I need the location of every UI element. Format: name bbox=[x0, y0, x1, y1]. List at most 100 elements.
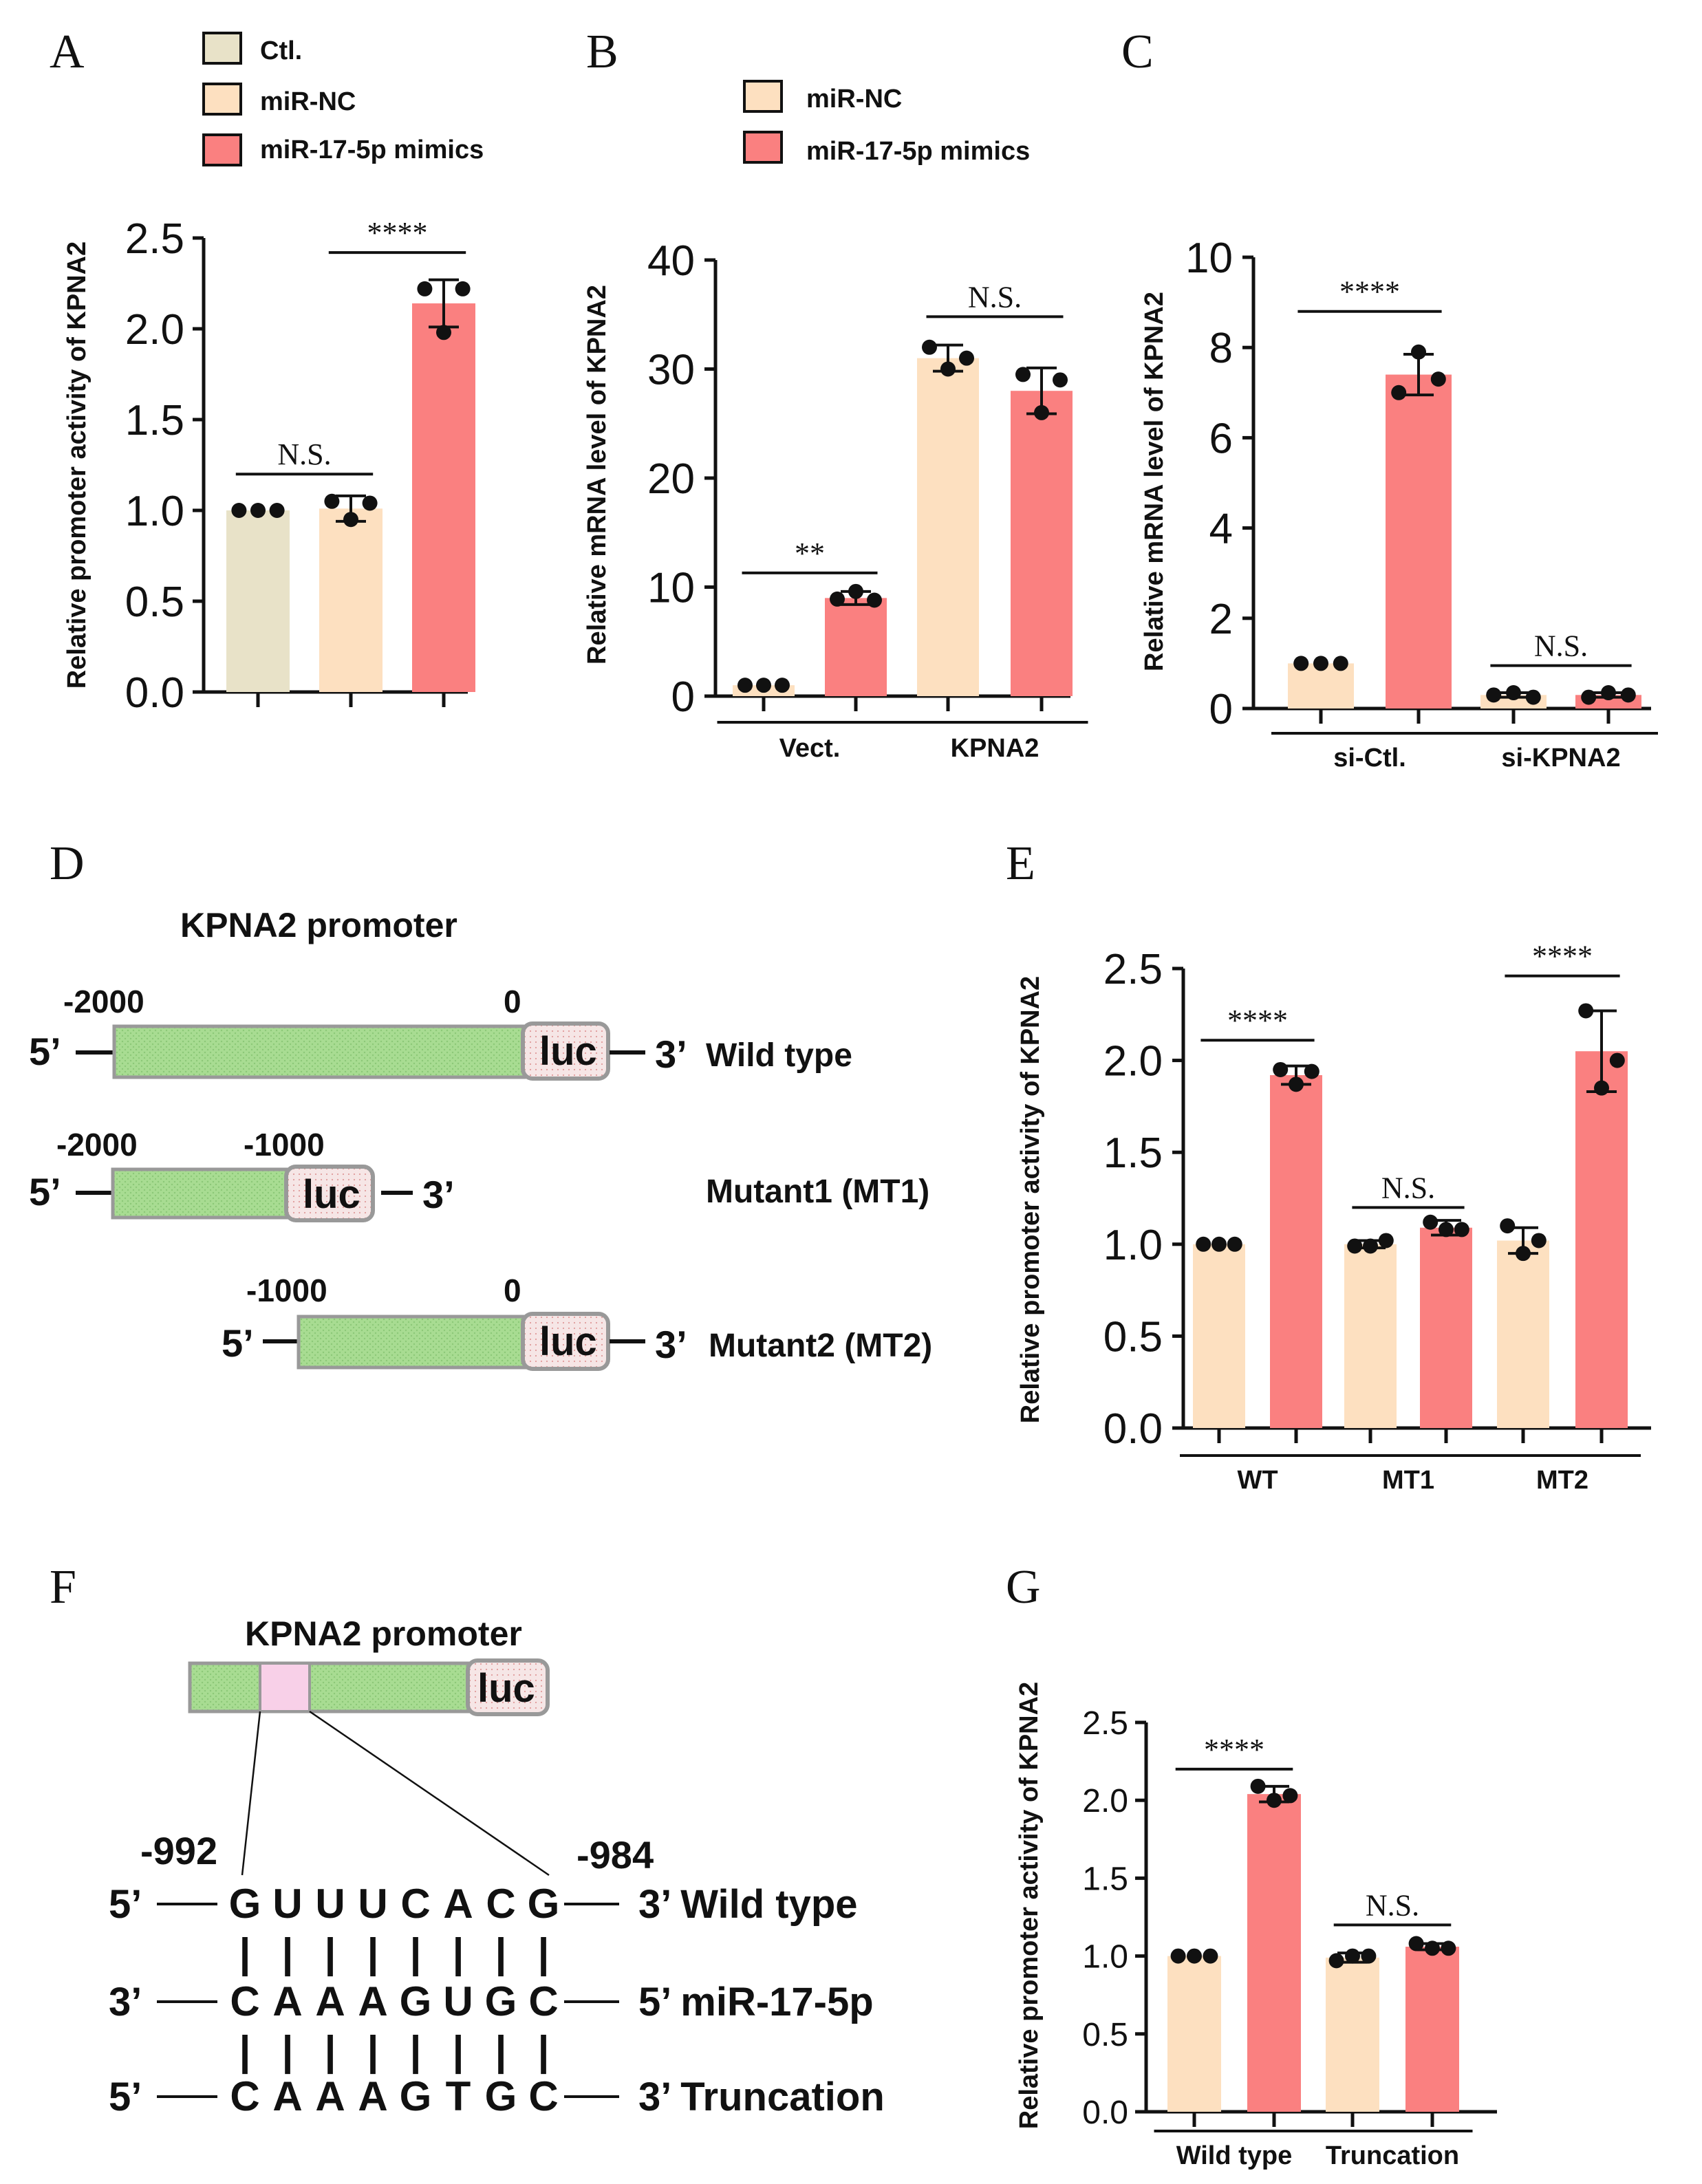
seq-pair-mark: | bbox=[410, 1930, 422, 1977]
f-zoom-line-left bbox=[241, 1711, 261, 1876]
y-tick-label: 0 bbox=[1209, 686, 1233, 733]
wt-construct-name: Wild type bbox=[706, 1037, 852, 1074]
mt1-promoter-box bbox=[111, 1167, 291, 1220]
chart-panel-c: Relative mRNA level of KPNA2 0 2 4 6 8 10 si-Ct… bbox=[1140, 235, 1658, 772]
data-point bbox=[1391, 385, 1407, 400]
data-point bbox=[1333, 656, 1348, 671]
data-point bbox=[1313, 656, 1328, 671]
legend-a-label-mimics: miR-17-5p mimics bbox=[260, 136, 484, 164]
group-label: WT bbox=[1237, 1466, 1278, 1495]
data-point bbox=[1601, 685, 1616, 701]
f-pos-end: -984 bbox=[577, 1833, 654, 1877]
data-point bbox=[417, 281, 433, 296]
data-point bbox=[1196, 1236, 1211, 1252]
seq-row-left-end: 5’ bbox=[109, 1882, 142, 1927]
mt2-luc-box bbox=[521, 1312, 610, 1371]
y-tick-label: 1.5 bbox=[1082, 1861, 1128, 1897]
data-point bbox=[1506, 685, 1521, 701]
seq-nucleotide: U bbox=[272, 1881, 302, 1927]
data-point bbox=[1304, 1063, 1319, 1079]
data-point bbox=[1267, 1793, 1282, 1808]
data-point bbox=[1187, 1948, 1202, 1964]
diagram-d: KPNA2 promoter -2000 0 5’ luc 3’ Wild ty… bbox=[29, 906, 932, 1371]
data-point bbox=[848, 583, 863, 599]
panel-label-f: F bbox=[50, 1561, 76, 1614]
significance-label: **** bbox=[367, 216, 428, 250]
y-tick-label: 0.5 bbox=[1082, 2017, 1128, 2053]
mt1-luc-label: luc bbox=[303, 1172, 360, 1217]
legend-b-label-nc: miR-NC bbox=[806, 85, 902, 113]
f-binding-site-box bbox=[259, 1662, 311, 1713]
y-tick-label: 1.5 bbox=[125, 397, 184, 444]
significance-label: **** bbox=[1227, 1004, 1288, 1037]
legend-a-label-ctl: Ctl. bbox=[260, 36, 302, 65]
chart-panel-g: Relative promoter activity of KPNA2 0.0 0.… bbox=[1015, 1682, 1497, 2170]
seq-nucleotide: C bbox=[230, 2073, 259, 2119]
data-point bbox=[737, 678, 753, 693]
wt-five-prime: 5’ bbox=[29, 1030, 61, 1073]
seq-pair-mark: | bbox=[367, 1930, 379, 1977]
f-luc-label: luc bbox=[477, 1666, 535, 1711]
data-point bbox=[1227, 1236, 1242, 1252]
panel-label-d: D bbox=[50, 837, 85, 890]
data-point bbox=[1345, 1948, 1360, 1964]
seq-nucleotide: C bbox=[400, 1881, 430, 1927]
data-point bbox=[1620, 687, 1636, 703]
data-point bbox=[1425, 1940, 1440, 1956]
bar bbox=[1167, 1956, 1221, 2112]
data-point bbox=[1439, 1222, 1454, 1237]
y-tick-label: 2.0 bbox=[1103, 1038, 1163, 1085]
y-tick-label: 0 bbox=[671, 673, 695, 721]
data-point bbox=[1015, 367, 1031, 382]
seq-pair-mark: | bbox=[495, 2028, 507, 2075]
panel-label-g: G bbox=[1006, 1561, 1041, 1614]
data-point bbox=[1500, 1218, 1516, 1234]
bar bbox=[917, 358, 979, 696]
significance-label: N.S. bbox=[1366, 1888, 1419, 1922]
legend-b-swatch-nc bbox=[743, 80, 783, 113]
data-point bbox=[1053, 372, 1068, 388]
seq-nucleotide: A bbox=[443, 1881, 473, 1927]
seq-nucleotide: G bbox=[400, 1978, 432, 2024]
data-point bbox=[455, 281, 471, 296]
mt1-construct-name: Mutant1 (MT1) bbox=[706, 1174, 929, 1210]
mt2-end-label: 0 bbox=[504, 1273, 521, 1308]
bar bbox=[1405, 1947, 1459, 2112]
significance-label: **** bbox=[1339, 275, 1400, 309]
data-point bbox=[1594, 1080, 1609, 1096]
y-tick-label: 0.5 bbox=[125, 579, 184, 626]
seq-nucleotide: T bbox=[446, 2073, 471, 2119]
y-tick-label: 20 bbox=[647, 455, 695, 503]
data-point bbox=[1609, 1052, 1625, 1068]
significance-label: **** bbox=[1204, 1733, 1264, 1766]
y-tick-label: 30 bbox=[647, 347, 695, 394]
seq-row-left-end: 5’ bbox=[109, 2075, 142, 2119]
data-point bbox=[940, 361, 956, 377]
wt-luc-label: luc bbox=[539, 1029, 597, 1074]
y-axis-label: Relative promoter activity of KPNA2 bbox=[1016, 976, 1045, 1423]
group-label: Truncation bbox=[1326, 2141, 1459, 2170]
chart-panel-e: Relative promoter activity of KPNA2 0.0 0.… bbox=[1016, 940, 1651, 1495]
mt2-five-prime: 5’ bbox=[222, 1321, 254, 1365]
data-point bbox=[922, 339, 937, 355]
seq-nucleotide: A bbox=[358, 1978, 387, 2024]
seq-pair-mark: | bbox=[282, 2028, 294, 2075]
data-point bbox=[1282, 1788, 1298, 1804]
chart-panel-a: Relative promoter activity of KPNA2 0.0 0.… bbox=[63, 215, 475, 717]
data-point bbox=[231, 503, 247, 518]
seq-pair-mark: | bbox=[538, 1930, 550, 1977]
y-tick-label: 2.0 bbox=[125, 306, 184, 354]
seq-pair-mark: | bbox=[239, 1930, 251, 1977]
y-tick-label: 2.5 bbox=[125, 215, 184, 263]
mt2-three-prime: 3’ bbox=[655, 1323, 687, 1366]
bar bbox=[226, 510, 290, 692]
chart-panel-b: Relative mRNA level of KPNA2 0 10 20 30 40 Vec… bbox=[583, 237, 1088, 763]
data-point bbox=[1423, 1214, 1439, 1230]
y-tick-label: 6 bbox=[1209, 415, 1233, 462]
y-axis-label: Relative mRNA level of KPNA2 bbox=[583, 285, 612, 664]
seq-pair-mark: | bbox=[367, 2028, 379, 2075]
seq-pair-mark: | bbox=[538, 2028, 550, 2075]
bar bbox=[412, 303, 475, 692]
y-tick-label: 4 bbox=[1209, 506, 1233, 553]
y-axis-label: Relative promoter activity of KPNA2 bbox=[63, 241, 91, 689]
